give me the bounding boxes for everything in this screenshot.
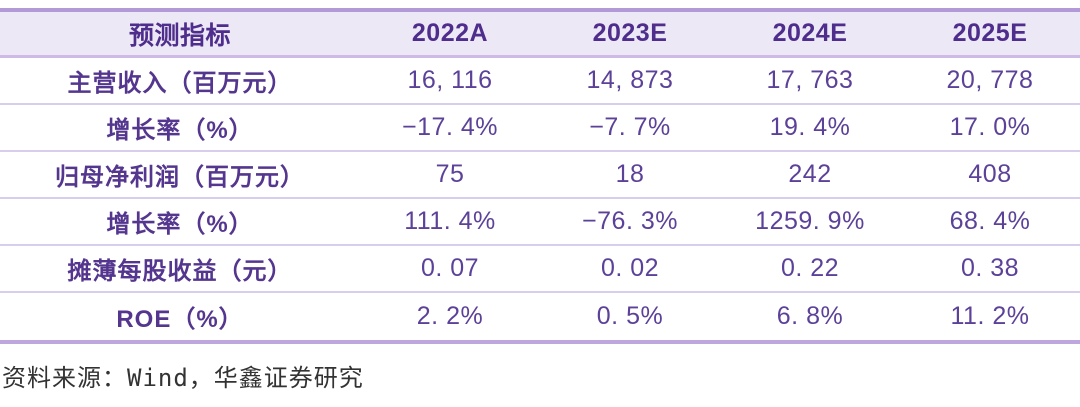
value-cell: 11. 2% — [950, 302, 1030, 330]
forecast-table: 预测指标 2022A 2023E 2024E 2025E 主营收入（百万元） 1… — [0, 8, 1080, 344]
header-cell-2024e: 2024E — [772, 19, 848, 47]
value-cell: −76. 3% — [582, 207, 678, 235]
value-cell: 0. 38 — [960, 254, 1020, 282]
value-cell: 20, 778 — [946, 66, 1034, 94]
table-header-row: 预测指标 2022A 2023E 2024E 2025E — [0, 12, 1080, 58]
header-cell-2025e: 2025E — [952, 19, 1028, 47]
row-label: 增长率（%） — [106, 211, 254, 238]
value-cell: 111. 4% — [404, 207, 496, 235]
forecast-table-page: 预测指标 2022A 2023E 2024E 2025E 主营收入（百万元） 1… — [0, 8, 1080, 407]
value-cell: 1259. 9% — [755, 207, 865, 235]
value-cell: 14, 873 — [586, 66, 674, 94]
value-cell: −17. 4% — [402, 113, 498, 141]
value-cell: 0. 22 — [780, 254, 840, 282]
value-cell: 19. 4% — [769, 113, 851, 141]
table-row-diluted-eps: 摊薄每股收益（元） 0. 07 0. 02 0. 22 0. 38 — [0, 246, 1080, 293]
value-cell: 68. 4% — [949, 207, 1031, 235]
value-cell: 6. 8% — [776, 302, 844, 330]
table-row-profit-growth: 增长率（%） 111. 4% −76. 3% 1259. 9% 68. 4% — [0, 199, 1080, 246]
row-label: 主营收入（百万元） — [67, 70, 293, 97]
header-cell-2023e: 2023E — [592, 19, 668, 47]
value-cell: 408 — [968, 160, 1012, 188]
value-cell: 242 — [788, 160, 832, 188]
value-cell: 18 — [615, 160, 645, 188]
value-cell: 17. 0% — [949, 113, 1031, 141]
value-cell: 75 — [435, 160, 465, 188]
value-cell: −7. 7% — [589, 113, 671, 141]
value-cell: 2. 2% — [416, 302, 484, 330]
row-label: 归母净利润（百万元） — [55, 164, 305, 191]
table-row-roe: ROE（%） 2. 2% 0. 5% 6. 8% 11. 2% — [0, 293, 1080, 340]
value-cell: 16, 116 — [407, 66, 493, 94]
value-cell: 17, 763 — [766, 66, 854, 94]
table-row-revenue: 主营收入（百万元） 16, 116 14, 873 17, 763 20, 77… — [0, 58, 1080, 105]
value-cell: 0. 5% — [596, 302, 664, 330]
header-cell-indicator: 预测指标 — [128, 21, 231, 50]
row-label: 摊薄每股收益（元） — [67, 258, 293, 285]
table-row-net-profit: 归母净利润（百万元） 75 18 242 408 — [0, 152, 1080, 199]
source-note: 资料来源：Wind，华鑫证券研究 — [2, 364, 364, 392]
table-row-revenue-growth: 增长率（%） −17. 4% −7. 7% 19. 4% 17. 0% — [0, 105, 1080, 152]
table-body: 主营收入（百万元） 16, 116 14, 873 17, 763 20, 77… — [0, 58, 1080, 340]
header-cell-2022a: 2022A — [411, 19, 489, 47]
value-cell: 0. 02 — [600, 254, 660, 282]
row-label: ROE（%） — [116, 306, 244, 333]
value-cell: 0. 07 — [420, 254, 480, 282]
row-label: 增长率（%） — [106, 117, 254, 144]
